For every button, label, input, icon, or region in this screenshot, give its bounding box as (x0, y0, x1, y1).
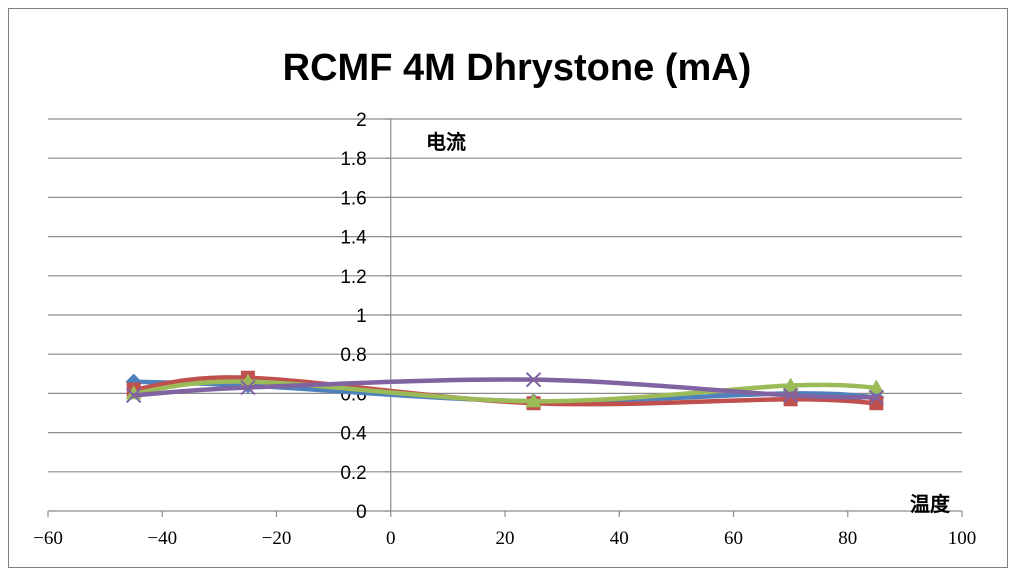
x-tick-label: −60 (33, 528, 63, 549)
y-tick-label: 1.6 (340, 188, 366, 209)
series-lines (125, 370, 885, 411)
data-point-x (240, 379, 256, 396)
series-4 (125, 371, 885, 406)
y-tick-label: 1.8 (340, 149, 366, 170)
y-tick-label: 2 (356, 110, 367, 131)
x-tick-label: 100 (948, 528, 977, 549)
y-tick-label: 1 (356, 306, 367, 327)
data-point-triangle (525, 393, 542, 408)
x-tick-label: 0 (386, 528, 396, 549)
data-point-x (525, 371, 542, 388)
y-tick-label: 0.2 (340, 463, 366, 484)
x-tick-labels: −60 −40 −20 0 20 40 60 80 100 (33, 528, 976, 549)
series-2 (126, 370, 884, 411)
data-point-triangle (782, 377, 799, 392)
axes (47, 119, 963, 517)
gridlines (48, 118, 962, 512)
data-point-x (782, 387, 799, 404)
y-tick-labels: 00.20.40.60.811.21.41.61.82 (340, 110, 367, 523)
y-tick-label: 0 (356, 502, 367, 523)
y-axis-label: 电流 (426, 130, 466, 154)
x-axis-label: 温度 (910, 492, 951, 516)
chart-title: RCMF 4M Dhrystone (mA) (283, 47, 752, 89)
x-tick-label: −20 (262, 528, 292, 549)
data-point-triangle (868, 379, 885, 394)
data-point-x (868, 389, 885, 406)
data-point-x (125, 387, 142, 404)
chart-frame (8, 8, 1008, 568)
y-tick-label: 1.4 (340, 228, 367, 249)
y-tick-label: 0.8 (340, 345, 366, 366)
y-tick-label: 0.4 (340, 424, 367, 445)
y-tick-label: 1.2 (340, 267, 366, 288)
x-tick-label: 40 (610, 528, 629, 549)
x-tick-label: 80 (838, 528, 857, 549)
x-tick-label: −40 (147, 528, 177, 549)
x-tick-label: 60 (724, 528, 743, 549)
x-tick-label: 20 (496, 528, 515, 549)
